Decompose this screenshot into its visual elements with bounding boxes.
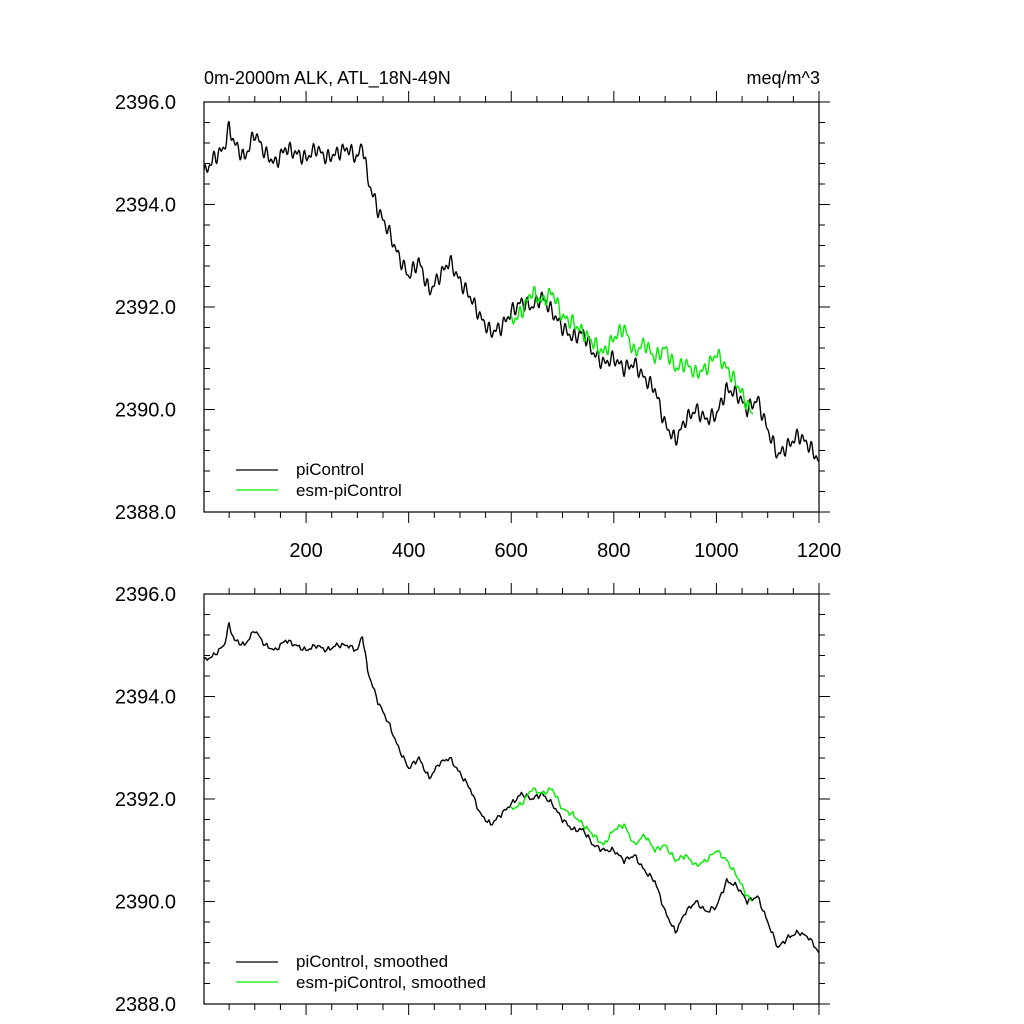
x-tick-label: 1200 bbox=[797, 540, 842, 562]
x-tick-label: 1000 bbox=[694, 540, 739, 562]
top-axis-ticks: 2388.0 2390.0 2392.0 2394.0 2396.0 200 400 600 8… bbox=[115, 91, 841, 562]
series-line-esm-picontrol-smoothed bbox=[510, 787, 753, 902]
y-tick-label: 2392.0 bbox=[115, 297, 176, 319]
y-tick-label: 2394.0 bbox=[115, 195, 176, 217]
y-tick-label: 2396.0 bbox=[115, 584, 176, 606]
top-plot-frame bbox=[203, 101, 820, 513]
bottom-plot-series bbox=[203, 622, 820, 954]
series-line-picontrol-smoothed bbox=[203, 622, 820, 954]
bottom-plot-frame bbox=[203, 593, 820, 1005]
bottom-axis-ticks: 2388.0 2390.0 2392.0 2394.0 2396.0 bbox=[115, 583, 830, 1016]
y-tick-label: 2396.0 bbox=[115, 92, 176, 114]
chart-title-left: 0m-2000m ALK, ATL_18N-49N bbox=[204, 68, 451, 89]
legend-label-esm-picontrol-smoothed: esm-piControl, smoothed bbox=[296, 973, 486, 992]
series-line-esm-picontrol bbox=[510, 286, 753, 415]
y-tick-label: 2388.0 bbox=[115, 502, 176, 524]
top-panel: 0m-2000m ALK, ATL_18N-49N meq/m^3 2388.0… bbox=[115, 68, 841, 562]
y-tick-label: 2392.0 bbox=[115, 789, 176, 811]
top-legend: piControl esm-piControl bbox=[236, 460, 402, 500]
legend-label-picontrol: piControl bbox=[296, 460, 364, 479]
chart-units-label: meq/m^3 bbox=[747, 68, 820, 88]
x-tick-label: 600 bbox=[495, 540, 528, 562]
x-tick-label: 200 bbox=[289, 540, 322, 562]
series-line-picontrol bbox=[203, 120, 820, 462]
x-tick-label: 800 bbox=[597, 540, 630, 562]
bottom-panel: 2388.0 2390.0 2392.0 2394.0 2396.0 piControl… bbox=[115, 583, 830, 1016]
y-tick-label: 2390.0 bbox=[115, 892, 176, 914]
y-tick-label: 2394.0 bbox=[115, 687, 176, 709]
x-tick-label: 400 bbox=[392, 540, 425, 562]
y-tick-label: 2388.0 bbox=[115, 994, 176, 1016]
legend-label-picontrol-smoothed: piControl, smoothed bbox=[296, 952, 448, 971]
bottom-legend: piControl, smoothed esm-piControl, smoot… bbox=[236, 952, 486, 992]
y-tick-label: 2390.0 bbox=[115, 400, 176, 422]
legend-label-esm-picontrol: esm-piControl bbox=[296, 481, 402, 500]
top-plot-series bbox=[203, 120, 820, 462]
